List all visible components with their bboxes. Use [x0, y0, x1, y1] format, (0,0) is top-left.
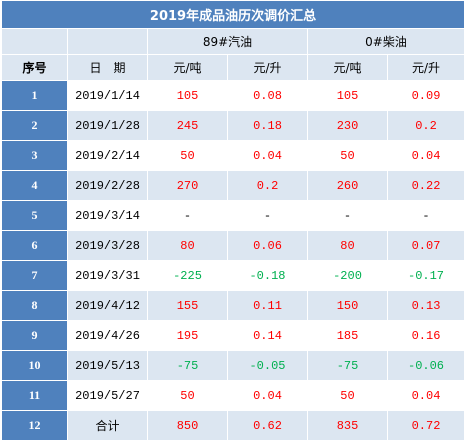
row-gas-liter: 0.08	[227, 80, 308, 111]
row-gas-liter: 0.18	[227, 110, 308, 141]
row-diesel-liter: -0.17	[386, 260, 465, 291]
row-diesel-ton: 185	[307, 320, 388, 351]
row-gas-ton: 50	[147, 380, 228, 411]
table-row: 5 2019/3/14- - - -	[1, 200, 465, 231]
total-label: 合计	[67, 410, 148, 441]
row-gas-liter: 0.06	[227, 230, 308, 261]
table-row: 11 2019/5/27 50 0.04 50 0.04	[1, 380, 465, 411]
table-row: 3 2019/2/14 50 0.04 50 0.04	[1, 140, 465, 171]
row-gas-ton: 270	[147, 170, 228, 201]
header-index: 序号	[1, 54, 68, 81]
header-diesel-liter: 元/升	[386, 54, 465, 81]
row-date: 2019/5/13	[67, 350, 148, 381]
table-row: 2 2019/1/28 245 0.18 230 0.2	[1, 110, 465, 141]
row-diesel-ton: 260	[307, 170, 388, 201]
row-diesel-ton: -75	[307, 350, 388, 381]
row-diesel-liter: 0.04	[386, 380, 465, 411]
row-index: 4	[1, 170, 68, 201]
total-gas-ton: 850	[147, 410, 228, 441]
group-spacer	[67, 28, 148, 55]
row-diesel-liter: -0.06	[386, 350, 465, 381]
row-diesel-ton: 230	[307, 110, 388, 141]
row-gas-liter: 0.11	[227, 290, 308, 321]
row-diesel-liter: 0.09	[386, 80, 465, 111]
header-gas-liter: 元/升	[227, 54, 308, 81]
row-date: 2019/1/28	[67, 110, 148, 141]
group-spacer	[1, 28, 68, 55]
group-diesel: 0#柴油	[306, 28, 465, 55]
row-gas-liter: 0.14	[227, 320, 308, 351]
table-row: 4 2019/2/28 270 0.2 260 0.22	[1, 170, 465, 201]
table-row: 6 2019/3/28 80 0.06 80 0.07	[1, 230, 465, 261]
total-index: 12	[1, 410, 68, 441]
total-diesel-ton: 835	[307, 410, 388, 441]
row-date: 2019/5/27	[67, 380, 148, 411]
table-row: 10 2019/5/13 -75 -0.05 -75 -0.06	[1, 350, 465, 381]
table-title: 2019年成品油历次调价汇总	[0, 0, 465, 29]
row-index: 7	[1, 260, 68, 291]
table-row: 1 2019/1/14 105 0.08 105 0.09	[1, 80, 465, 111]
table-row: 9 2019/4/26 195 0.14 185 0.16	[1, 320, 465, 351]
row-date: 2019/3/31	[67, 260, 148, 291]
header-date: 日 期	[67, 54, 148, 81]
row-gas-liter: -0.05	[227, 350, 308, 381]
row-diesel-ton: 150	[307, 290, 388, 321]
row-diesel-ton: 50	[307, 380, 388, 411]
row-gas-liter: 0.2	[227, 170, 308, 201]
total-diesel-liter: 0.72	[386, 410, 465, 441]
row-date: 2019/2/14	[67, 140, 148, 171]
row-gas-liter: -	[227, 200, 308, 231]
row-gas-ton: 245	[147, 110, 228, 141]
row-index: 1	[1, 80, 68, 111]
row-gas-ton: 80	[147, 230, 228, 261]
row-index: 8	[1, 290, 68, 321]
row-index: 6	[1, 230, 68, 261]
row-index: 10	[1, 350, 68, 381]
row-diesel-liter: 0.04	[386, 140, 465, 171]
row-gas-ton: -75	[147, 350, 228, 381]
row-gas-ton: -	[147, 200, 228, 231]
row-gas-ton: 105	[147, 80, 228, 111]
row-diesel-liter: 0.07	[386, 230, 465, 261]
row-gas-liter: 0.04	[227, 380, 308, 411]
row-diesel-liter: 0.16	[386, 320, 465, 351]
row-gas-ton: -225	[147, 260, 228, 291]
row-date: 2019/2/28	[67, 170, 148, 201]
row-diesel-liter: 0.2	[386, 110, 465, 141]
row-diesel-liter: 0.22	[386, 170, 465, 201]
row-diesel-liter: 0.13	[386, 290, 465, 321]
row-diesel-ton: 50	[307, 140, 388, 171]
header-gas-ton: 元/吨	[147, 54, 228, 81]
row-gas-liter: 0.04	[227, 140, 308, 171]
row-diesel-ton: 80	[307, 230, 388, 261]
total-row: 12 合计 850 0.62 835 0.72	[1, 410, 465, 441]
row-date: 2019/3/28	[67, 230, 148, 261]
row-gas-ton: 195	[147, 320, 228, 351]
row-diesel-ton: -200	[307, 260, 388, 291]
row-index: 11	[1, 380, 68, 411]
total-gas-liter: 0.62	[227, 410, 308, 441]
row-gas-liter: -0.18	[227, 260, 308, 291]
row-index: 3	[1, 140, 68, 171]
row-diesel-ton: 105	[307, 80, 388, 111]
row-index: 2	[1, 110, 68, 141]
row-diesel-liter: -	[386, 200, 465, 231]
row-gas-ton: 50	[147, 140, 228, 171]
table-row: 7 2019/3/31 -225 -0.18 -200 -0.17	[1, 260, 465, 291]
row-date: 2019/1/14	[67, 80, 148, 111]
row-index: 9	[1, 320, 68, 351]
row-date: 2019/4/26	[67, 320, 148, 351]
row-gas-ton: 155	[147, 290, 228, 321]
row-date: 2019/3/14	[67, 200, 148, 231]
group-gasoline: 89#汽油	[147, 28, 308, 55]
row-index: 5	[1, 200, 68, 231]
row-diesel-ton: -	[307, 200, 388, 231]
header-diesel-ton: 元/吨	[307, 54, 388, 81]
table-row: 8 2019/4/12 155 0.11 150 0.13	[1, 290, 465, 321]
row-date: 2019/4/12	[67, 290, 148, 321]
